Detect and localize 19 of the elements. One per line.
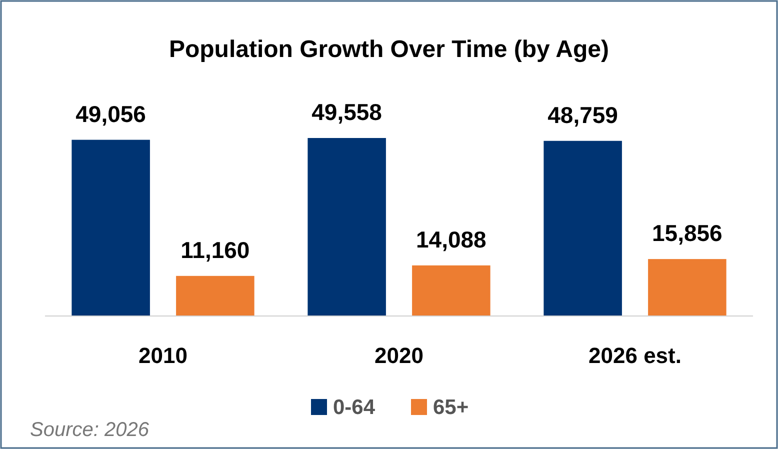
bar <box>308 138 386 316</box>
data-label: 14,088 <box>416 226 487 252</box>
bar <box>648 259 726 316</box>
bar <box>176 276 254 316</box>
data-label: 48,759 <box>548 102 618 128</box>
source-note: Source: 2026 <box>30 419 150 441</box>
chart-title: Population Growth Over Time (by Age) <box>168 36 610 63</box>
legend-label: 65+ <box>433 396 469 419</box>
x-tick-label: 2026 est. <box>588 343 682 368</box>
bar <box>412 265 490 316</box>
data-label: 15,856 <box>652 220 722 246</box>
data-label: 11,160 <box>180 236 250 263</box>
x-tick-label: 2010 <box>138 343 188 368</box>
bar <box>544 140 622 316</box>
data-label: 49,056 <box>76 100 146 127</box>
bar <box>72 140 150 316</box>
legend-label: 0-64 <box>333 396 376 419</box>
x-tick-label: 2020 <box>374 343 424 368</box>
data-label: 49,558 <box>312 99 382 125</box>
